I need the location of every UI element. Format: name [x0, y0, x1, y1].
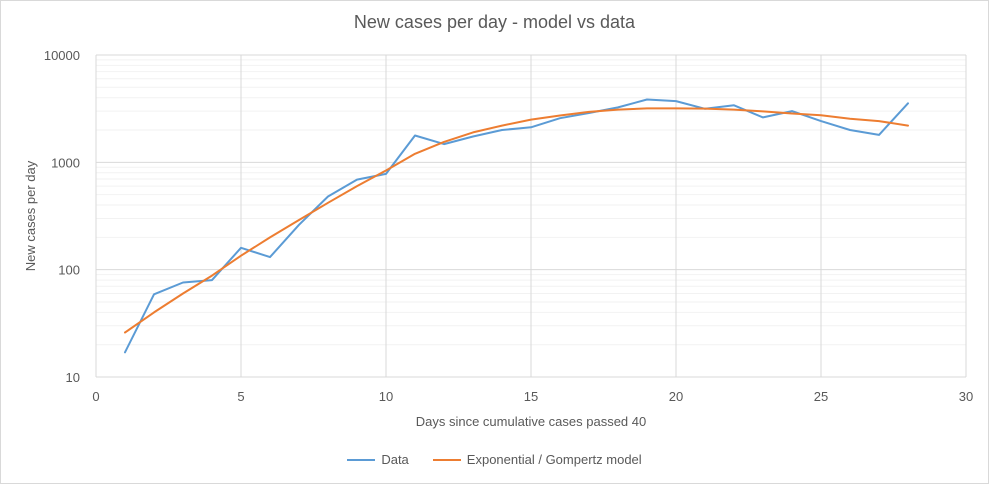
- y-tick-label: 100: [58, 263, 80, 278]
- y-tick-label: 10000: [44, 48, 80, 63]
- y-axis-title: New cases per day: [23, 160, 38, 271]
- x-tick-label: 30: [959, 389, 973, 404]
- x-tick-label: 0: [92, 389, 99, 404]
- legend-label-data: Data: [381, 452, 409, 467]
- legend-swatch-model: [432, 458, 461, 461]
- x-tick-label: 10: [379, 389, 393, 404]
- legend: Data Exponential / Gompertz model: [0, 452, 989, 467]
- legend-item-model: Exponential / Gompertz model: [432, 452, 642, 467]
- grid-lines: [95, 54, 967, 378]
- x-axis-ticks: 0 5 10 15 20 25 30: [92, 389, 973, 404]
- x-tick-label: 20: [669, 389, 683, 404]
- series-lines: [124, 98, 909, 354]
- series-line-0: [124, 98, 909, 354]
- legend-label-model: Exponential / Gompertz model: [466, 452, 642, 467]
- x-tick-label: 5: [237, 389, 244, 404]
- legend-item-data: Data: [347, 452, 409, 467]
- x-tick-label: 15: [524, 389, 538, 404]
- x-axis-title: Days since cumulative cases passed 40: [416, 414, 647, 429]
- chart-title: New cases per day - model vs data: [353, 12, 636, 32]
- series-line-1: [124, 107, 909, 334]
- x-tick-label: 25: [814, 389, 828, 404]
- y-tick-label: 1000: [51, 155, 80, 170]
- legend-swatch-data: [347, 458, 376, 461]
- y-axis-ticks: 10 100 1000 10000: [44, 48, 80, 385]
- y-tick-label: 10: [66, 370, 80, 385]
